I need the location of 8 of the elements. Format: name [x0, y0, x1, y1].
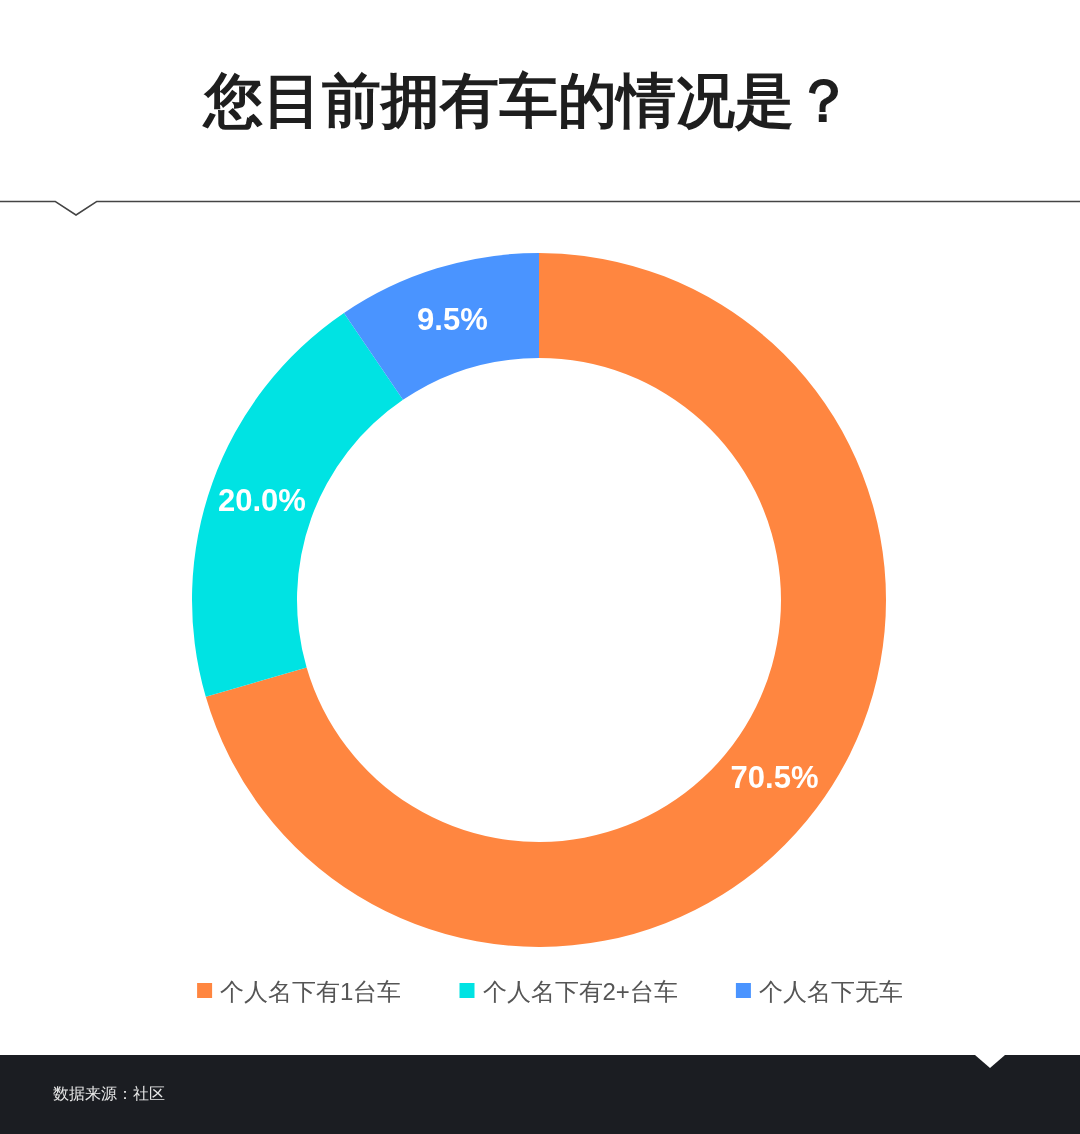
annotation: 数据来源：社区 — [53, 1085, 165, 1102]
legend-label: 个人名下无车 — [758, 978, 903, 1005]
data-label: 70.5% — [730, 759, 819, 795]
legend-label: 个人名下有1台车 — [220, 978, 402, 1005]
legend-label: 个人名下有2+台车 — [482, 978, 678, 1005]
title: 您目前拥有车的情况是？ — [203, 68, 853, 134]
data-label: 9.5% — [417, 301, 488, 337]
data-label: 20.0% — [217, 483, 306, 519]
